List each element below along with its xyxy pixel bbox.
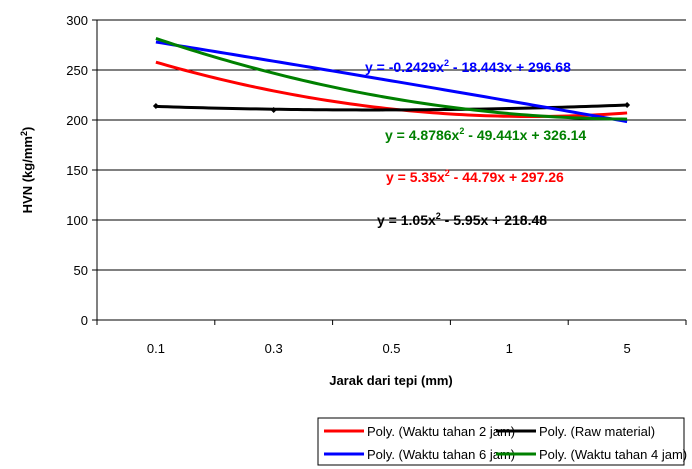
y-tick-label: 100 — [66, 213, 88, 228]
legend-box — [317, 417, 685, 466]
gridlines — [97, 19, 686, 271]
legend: Poly. (Waktu tahan 2 jam) Poly. (Raw mate… — [317, 417, 687, 466]
legend-label: Poly. (Raw material) — [539, 424, 655, 439]
x-axis-title: Jarak dari tepi (mm) — [329, 373, 453, 388]
trendlines — [155, 36, 628, 124]
trendline — [155, 40, 628, 124]
x-tick-labels: 0.1 0.3 0.5 1 5 — [96, 320, 687, 356]
legend-label: Poly. (Waktu tahan 4 jam) — [539, 447, 687, 462]
data-point — [270, 107, 277, 113]
trendline — [155, 36, 628, 121]
trendline-equation: y = 1.05x2 - 5.95x + 218.48 — [377, 211, 547, 228]
y-tick-label: 150 — [66, 163, 88, 178]
legend-label: Poly. (Waktu tahan 2 jam) — [367, 424, 515, 439]
trendline-equations: y = 5.35x2 - 44.79x + 297.26 y = 1.05x2 -… — [365, 58, 586, 228]
y-axis-title: HVN (kg/mm2) — [19, 127, 35, 214]
x-tick-label: 1 — [506, 341, 513, 356]
legend-label: Poly. (Waktu tahan 6 jam) — [367, 447, 515, 462]
x-tick-label: 0.5 — [382, 341, 400, 356]
trendline-equation: y = -0.2429x2 - 18.443x + 296.68 — [365, 58, 571, 75]
x-tick-label: 0.3 — [265, 341, 283, 356]
y-tick-label: 50 — [74, 263, 88, 278]
y-tick-label: 300 — [66, 13, 88, 28]
x-tick-label: 5 — [623, 341, 630, 356]
data-points — [152, 102, 631, 113]
y-tick-label: 200 — [66, 113, 88, 128]
y-tick-label: 250 — [66, 63, 88, 78]
trendline-equation: y = 4.8786x2 - 49.441x + 326.14 — [385, 126, 586, 143]
data-point — [152, 103, 159, 109]
x-tick-label: 0.1 — [147, 341, 165, 356]
y-tick-label: 0 — [81, 313, 88, 328]
trendline-equation: y = 5.35x2 - 44.79x + 297.26 — [386, 168, 564, 185]
data-point — [624, 102, 631, 108]
y-tick-labels: 0 50 100 150 200 250 300 — [66, 13, 97, 328]
